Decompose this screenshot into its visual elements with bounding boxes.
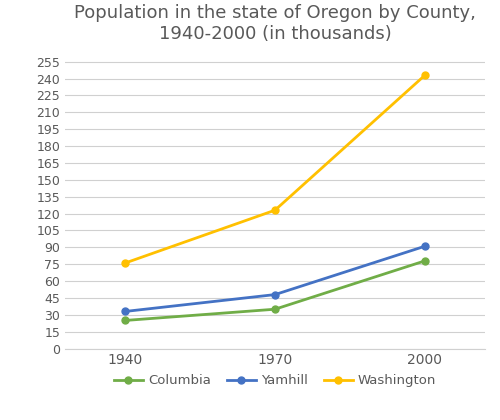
Columbia [122, 318, 128, 323]
Title: Population in the state of Oregon by County,
1940-2000 (in thousands): Population in the state of Oregon by Cou… [74, 5, 476, 43]
Legend: Columbia, Yamhill, Washington: Columbia, Yamhill, Washington [108, 369, 442, 393]
Line: Yamhill: Yamhill [122, 243, 428, 315]
Washington [272, 207, 278, 213]
Washington [422, 73, 428, 78]
Columbia [422, 258, 428, 263]
Yamhill [272, 292, 278, 297]
Line: Washington: Washington [122, 72, 428, 267]
Yamhill [122, 309, 128, 314]
Washington [122, 260, 128, 265]
Line: Columbia: Columbia [122, 257, 428, 324]
Columbia [272, 307, 278, 312]
Yamhill [422, 244, 428, 249]
